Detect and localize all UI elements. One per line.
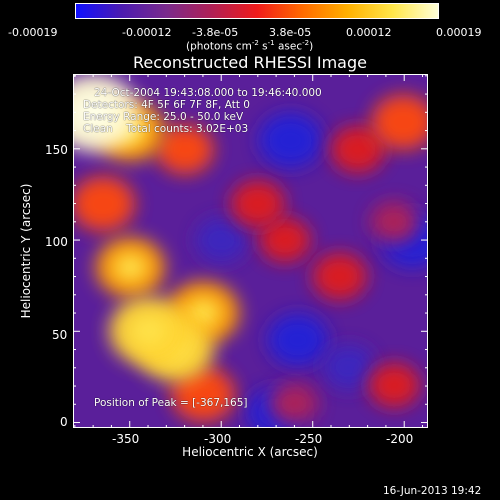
- emission-source-blob: [74, 176, 135, 232]
- emission-source-blob: [312, 252, 367, 300]
- emission-source-core: [185, 298, 221, 327]
- colorbar: [75, 3, 439, 19]
- y-tick-label: 100: [45, 235, 68, 249]
- units-text: asec: [274, 40, 303, 53]
- y-axis-label: Heliocentric Y (arcsec): [19, 183, 33, 319]
- energy-range-annotation: Energy Range: 25.0 - 50.0 keV: [83, 111, 244, 123]
- x-tick-label: -250: [295, 432, 323, 446]
- method-counts-annotation: Clean Total counts: 3.02E+03: [83, 123, 249, 135]
- emission-source-core: [113, 253, 148, 282]
- y-tick-label: 150: [45, 143, 68, 157]
- units-exponent: -2: [251, 39, 259, 47]
- x-tick-label: -350: [112, 432, 140, 446]
- emission-source-blob: [156, 124, 214, 175]
- units-exponent: -2: [302, 39, 310, 47]
- x-tick-label: -200: [386, 432, 414, 446]
- emission-source-blob: [259, 217, 311, 263]
- colorbar-tick-label: -0.00019: [8, 26, 58, 39]
- units-text: (photons cm: [186, 40, 252, 53]
- units-text: s: [258, 40, 268, 53]
- emission-source-blob: [230, 180, 285, 228]
- units-exponent: -1: [267, 39, 275, 47]
- y-tick-label: 0: [60, 415, 68, 429]
- negative-residual-blob: [267, 313, 329, 367]
- colorbar-tick-label: 0.00019: [436, 26, 482, 39]
- negative-residual-blob: [258, 112, 323, 169]
- peak-position-annotation: Position of Peak = [-367,165]: [94, 397, 248, 409]
- units-text: ): [309, 40, 314, 53]
- emission-source-blob: [370, 201, 419, 243]
- colorbar-tick-label: 0.00012: [346, 26, 392, 39]
- image-plot-area: [73, 74, 428, 428]
- emission-source-blob: [270, 382, 319, 425]
- colorbar-units-label: (photons cm-2 s-1 asec-2): [186, 40, 313, 52]
- emission-source-blob: [371, 94, 427, 150]
- x-axis-label: Heliocentric X (arcsec): [182, 445, 318, 459]
- x-tick-label: -300: [204, 432, 232, 446]
- y-tick-label: 50: [52, 328, 68, 342]
- colorbar-tick-label: 3.8e-05: [269, 26, 312, 39]
- emission-source-core: [129, 315, 168, 347]
- emission-source-core: [74, 95, 116, 131]
- plot-title: Reconstructed RHESSI Image: [133, 53, 367, 72]
- colorbar-tick-label: -0.00012: [122, 26, 172, 39]
- colorbar-tick-label: -3.8e-05: [192, 26, 239, 39]
- time-range-annotation: 24-Oct-2004 19:43:08.000 to 19:46:40.000: [94, 87, 322, 99]
- negative-residual-blob: [195, 217, 247, 263]
- emission-source-blob: [330, 125, 385, 173]
- detectors-annotation: Detectors: 4F 5F 6F 7F 8F, Att 0: [83, 99, 250, 111]
- negative-residual-blob: [323, 344, 375, 390]
- heatmap: [74, 75, 427, 427]
- emission-source-blob: [368, 363, 420, 408]
- footer-timestamp: 16-Jun-2013 19:42: [383, 485, 482, 497]
